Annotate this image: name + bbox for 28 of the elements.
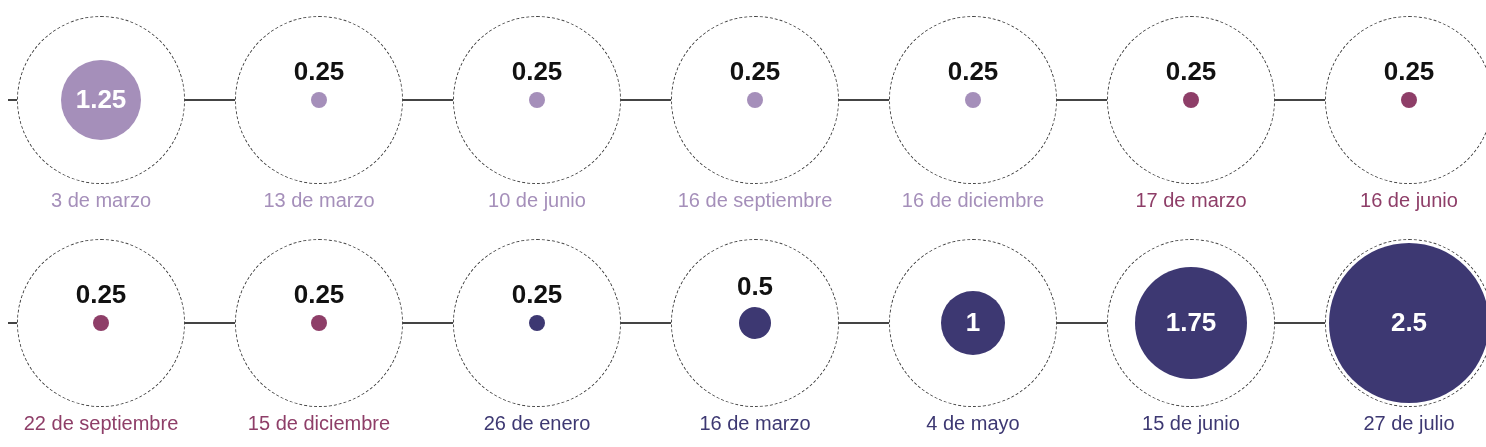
category-label: 17 de marzo xyxy=(1135,189,1247,211)
data-label: 0.5 xyxy=(736,271,774,302)
data-label: 0.25 xyxy=(1165,56,1217,87)
category-label: 22 de septiembre xyxy=(23,412,179,434)
category-label: 16 de marzo xyxy=(699,412,811,434)
category-label: 27 de julio xyxy=(1363,412,1455,434)
category-label: 4 de mayo xyxy=(926,412,1020,434)
category-label: 13 de marzo xyxy=(263,189,375,211)
category-label: 16 de septiembre xyxy=(677,189,833,211)
data-label: 0.25 xyxy=(511,279,563,310)
data-label: 1.25 xyxy=(75,84,127,115)
data-label: 0.25 xyxy=(947,56,999,87)
category-label: 15 de junio xyxy=(1142,412,1240,434)
category-label: 10 de junio xyxy=(488,189,586,211)
data-label: 1.75 xyxy=(1165,307,1217,338)
data-label: 0.25 xyxy=(511,56,563,87)
category-label: 16 de junio xyxy=(1360,189,1458,211)
category-label: 26 de enero xyxy=(483,412,591,434)
data-label: 2.5 xyxy=(1390,307,1428,338)
category-label: 16 de diciembre xyxy=(901,189,1045,211)
data-label: 0.25 xyxy=(75,279,127,310)
category-label: 15 de diciembre xyxy=(247,412,391,434)
data-label: 0.25 xyxy=(293,279,345,310)
data-label: 0.25 xyxy=(293,56,345,87)
category-label: 3 de marzo xyxy=(50,189,152,211)
data-label: 0.25 xyxy=(1383,56,1435,87)
data-label: 1 xyxy=(965,307,981,338)
data-label: 0.25 xyxy=(729,56,781,87)
